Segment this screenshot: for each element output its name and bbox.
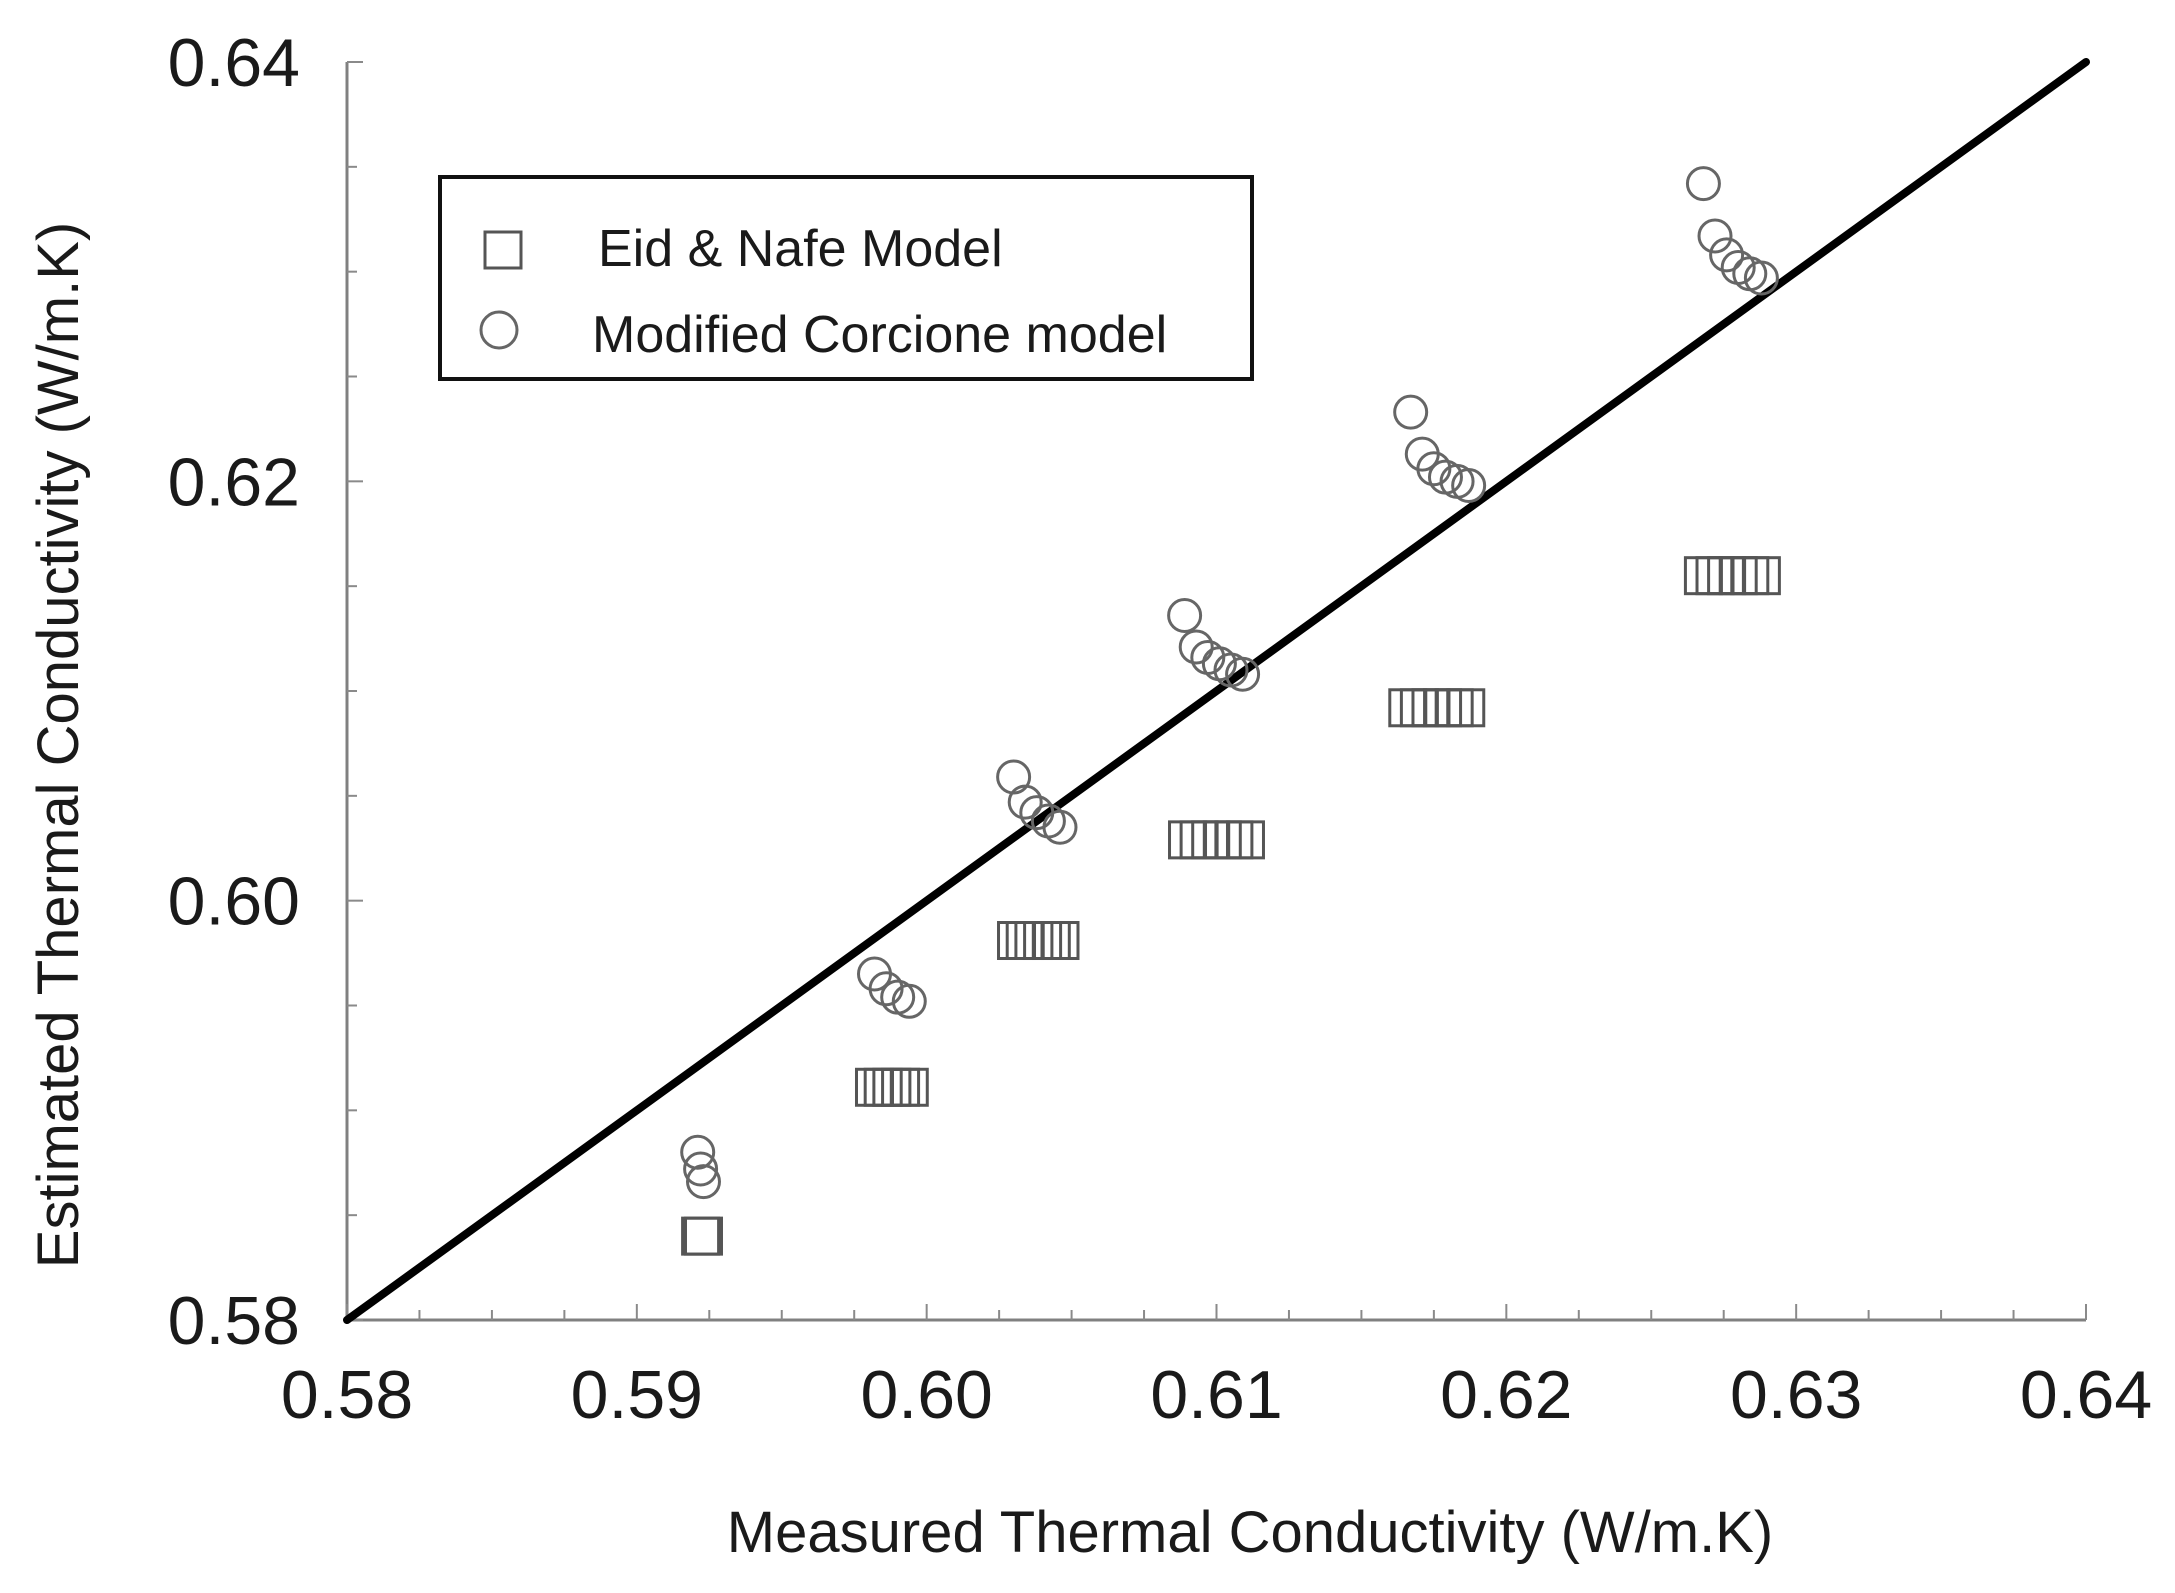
corcione-marker: [1167, 598, 1203, 634]
corcione-marker: [868, 971, 904, 1007]
y-tick-label: 0.62: [168, 444, 300, 520]
corcione-marker: [891, 983, 927, 1019]
eid-nafe-marker: [1040, 921, 1080, 961]
y-axis-title: Estimated Thermal Conductivity (W/m.K): [26, 222, 91, 1268]
eid-nafe-marker: [1741, 556, 1781, 596]
eid-nafe-marker: [683, 1216, 723, 1256]
legend: Eid & Nafe Model Modified Corcione model: [438, 175, 1254, 381]
corcione-marker: [1225, 656, 1261, 692]
corcione-marker: [1007, 784, 1043, 820]
y-tick-label: 0.58: [168, 1283, 300, 1359]
corcione-marker: [1416, 451, 1452, 487]
reference-line: [343, 58, 2090, 1324]
x-tick-label: 0.64: [2020, 1357, 2152, 1433]
y-tick-label: 0.60: [168, 864, 300, 940]
corcione-marker: [685, 1164, 721, 1200]
eid-nafe-marker: [889, 1067, 929, 1107]
x-axis-title: Measured Thermal Conductivity (W/m.K): [727, 1500, 1773, 1565]
x-tick-label: 0.63: [1730, 1357, 1862, 1433]
legend-label-eid-nafe: Eid & Nafe Model: [598, 220, 1003, 278]
corcione-marker: [1685, 166, 1721, 202]
corcione-marker: [1697, 218, 1733, 254]
legend-square-marker-icon: [483, 230, 523, 270]
x-tick-label: 0.59: [571, 1357, 703, 1433]
x-tick-label: 0.61: [1150, 1357, 1282, 1433]
corcione-marker: [1178, 629, 1214, 665]
corcione-marker: [1393, 394, 1429, 430]
y-tick-labels: 0.58 0.60 0.62 0.64: [168, 25, 300, 1359]
x-tick-label: 0.62: [1440, 1357, 1572, 1433]
x-tick-labels: 0.58 0.59 0.60 0.61 0.62 0.63 0.64: [281, 1357, 2152, 1433]
corcione-marker: [1042, 809, 1078, 845]
corcione-marker: [1451, 468, 1487, 504]
legend-label-corcione: Modified Corcione model: [592, 306, 1167, 364]
legend-box: [438, 175, 1254, 381]
eid-nafe-marker: [1225, 820, 1265, 860]
y-tick-label: 0.64: [168, 25, 300, 101]
eid-nafe-marker: [1446, 688, 1486, 728]
corcione-marker: [683, 1151, 719, 1187]
reference-line-group: [343, 58, 2090, 1324]
data-markers: [680, 166, 1781, 1256]
corcione-marker: [1743, 260, 1779, 296]
x-tick-label: 0.60: [860, 1357, 992, 1433]
corcione-marker: [1709, 237, 1745, 273]
legend-circle-marker-icon: [479, 310, 519, 350]
x-tick-label: 0.58: [281, 1357, 413, 1433]
